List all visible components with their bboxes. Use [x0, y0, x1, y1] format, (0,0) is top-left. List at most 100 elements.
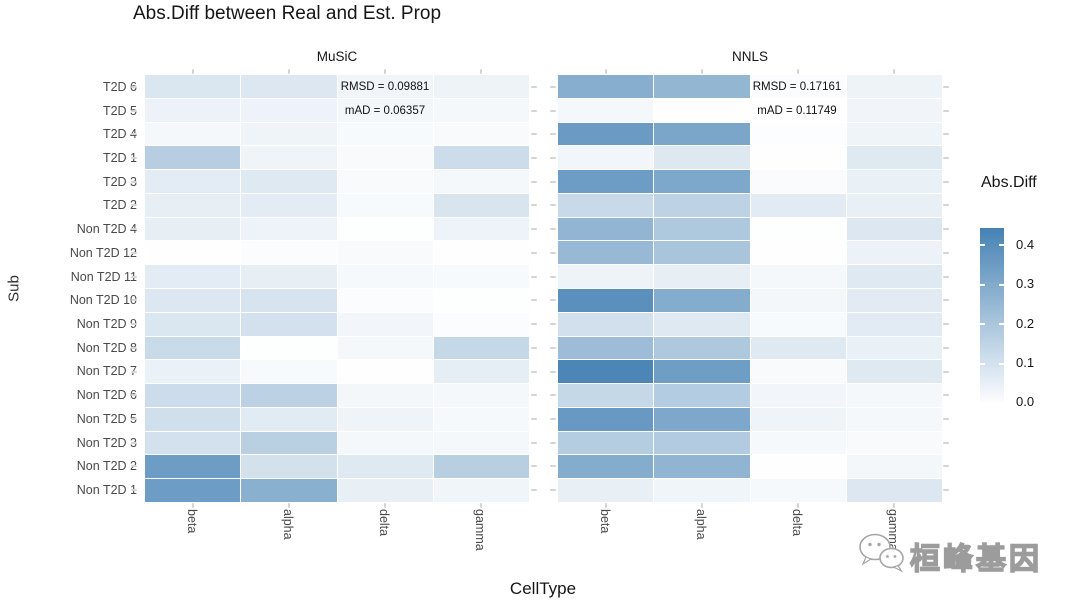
axis-tick	[943, 204, 949, 206]
y-tick-label: Non T2D 11	[70, 269, 137, 284]
axis-tick	[943, 394, 949, 396]
heatmap-cell	[558, 479, 654, 502]
heatmap-panel-nnls	[558, 75, 942, 502]
axis-tick	[531, 371, 537, 373]
axis-tick	[943, 133, 949, 135]
axis-tick	[797, 503, 799, 508]
heatmap-cell	[337, 360, 433, 384]
legend-tick-label: 0.2	[1016, 316, 1035, 331]
x-tick-label: alpha	[694, 509, 708, 540]
heatmap-cell	[337, 265, 433, 288]
axis-tick	[943, 181, 949, 183]
axis-tick	[131, 394, 137, 396]
heatmap-cell	[750, 455, 846, 479]
axis-tick	[550, 228, 556, 230]
axis-tick	[131, 299, 137, 301]
heatmap-cell	[241, 170, 337, 193]
axis-tick	[943, 442, 949, 444]
axis-tick	[550, 323, 556, 325]
axis-tick	[131, 418, 137, 420]
heatmap-cell	[750, 431, 846, 455]
heatmap-cell	[145, 241, 241, 265]
heatmap-cell	[241, 289, 337, 312]
axis-tick	[531, 347, 537, 349]
axis-tick	[531, 394, 537, 396]
axis-tick	[131, 157, 137, 159]
axis-tick	[943, 299, 949, 301]
heatmap-cell	[145, 336, 241, 360]
heatmap-cell	[145, 360, 241, 384]
y-tick-label: Non T2D 5	[76, 411, 137, 426]
axis-tick	[550, 110, 556, 112]
axis-tick	[531, 181, 537, 183]
axis-tick	[131, 442, 137, 444]
axis-tick	[480, 69, 482, 74]
heatmap-cell	[558, 241, 654, 265]
heatmap-cell	[145, 455, 241, 479]
heatmap-cell	[654, 312, 750, 336]
heatmap-cell	[654, 241, 750, 265]
axis-tick	[531, 323, 537, 325]
axis-tick	[531, 276, 537, 278]
heatmap-cell	[145, 265, 241, 288]
heatmap-cell	[558, 336, 654, 360]
heatmap-cell	[654, 217, 750, 241]
axis-tick	[943, 110, 949, 112]
heatmap-cell	[145, 75, 241, 98]
heatmap-cell	[750, 289, 846, 312]
heatmap-cell	[241, 312, 337, 336]
axis-tick	[605, 69, 607, 74]
axis-tick	[531, 442, 537, 444]
heatmap-cell	[654, 455, 750, 479]
axis-tick	[550, 157, 556, 159]
heatmap-cell	[241, 336, 337, 360]
heatmap-cell	[846, 265, 942, 288]
heatmap-cell	[145, 217, 241, 241]
heatmap-cell	[558, 384, 654, 407]
axis-tick	[131, 252, 137, 254]
heatmap-cell	[750, 384, 846, 407]
legend-notch	[999, 402, 1004, 404]
axis-tick	[550, 489, 556, 491]
watermark-text: 桓峰基因	[909, 542, 1042, 576]
y-axis-labels: T2D 6 T2D 5 T2D 4 T2D 1 T2D 3 T2D 2 Non T2D 4 N…	[20, 75, 137, 502]
y-tick-label: Non T2D 10	[69, 293, 137, 308]
legend-notch	[999, 362, 1004, 365]
heatmap-cell	[337, 146, 433, 170]
heatmap-cell	[558, 289, 654, 312]
axis-tick	[131, 323, 137, 325]
heatmap-cell	[558, 431, 654, 455]
heatmap-cell	[558, 455, 654, 479]
y-tick-label: Non T2D 7	[76, 364, 137, 379]
legend-notch	[999, 323, 1004, 325]
heatmap-cell	[145, 98, 241, 122]
axis-tick	[943, 323, 949, 325]
heatmap-cell	[433, 336, 529, 360]
heatmap-cell	[433, 193, 529, 217]
heatmap-cell	[241, 75, 337, 98]
heatmap-cell	[241, 265, 337, 288]
legend-colorbar	[980, 228, 1004, 407]
heatmap-cell	[654, 122, 750, 146]
heatmap-cell	[433, 217, 529, 241]
heatmap-cell	[846, 170, 942, 193]
facet-label-nnls: NNLS	[731, 49, 769, 64]
heatmap-cell	[558, 170, 654, 193]
axis-tick	[550, 86, 556, 88]
heatmap-cell	[558, 407, 654, 431]
heatmap-cell	[241, 241, 337, 265]
axis-tick	[550, 465, 556, 467]
heatmap-cell	[337, 479, 433, 502]
annotation-mad-music: mAD = 0.06357	[344, 105, 426, 117]
heatmap-cell	[558, 122, 654, 146]
axis-tick	[131, 347, 137, 349]
legend-notch	[999, 244, 1004, 246]
heatmap-cell	[654, 479, 750, 502]
heatmap-cell	[433, 146, 529, 170]
heatmap-cell	[846, 384, 942, 407]
legend-notch	[980, 402, 985, 404]
heatmap-cell	[846, 146, 942, 170]
heatmap-cell	[433, 75, 529, 98]
heatmap-cell	[654, 336, 750, 360]
heatmap-cell	[558, 146, 654, 170]
